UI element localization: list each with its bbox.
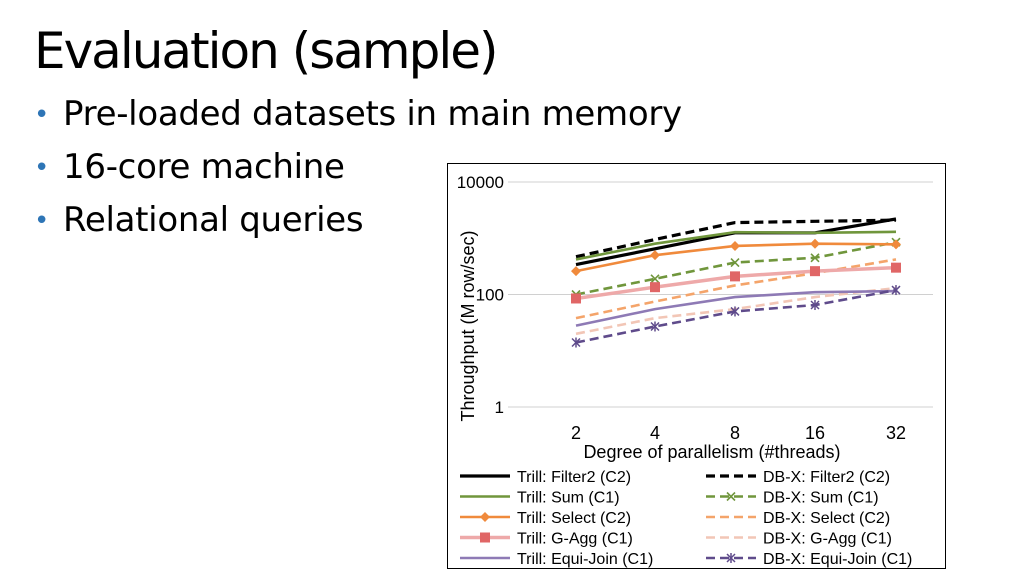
series-4 — [571, 238, 901, 277]
series-9 — [571, 285, 901, 348]
legend-label: Trill: Select (C2) — [517, 510, 631, 527]
marker-stroke — [730, 257, 740, 268]
data-point — [810, 300, 820, 311]
legend-entry: Trill: Sum (C1) — [460, 490, 620, 507]
legend-label: Trill: Equi-Join (C1) — [517, 551, 653, 568]
y-tick-label: 10000 — [457, 173, 504, 192]
bullet-text: Relational queries — [63, 200, 364, 240]
bullet-dot-icon: • — [34, 100, 50, 130]
legend-marker — [726, 491, 736, 502]
series-6 — [571, 262, 901, 304]
data-point — [891, 239, 901, 250]
series-line — [575, 230, 897, 261]
bullet-dot-icon: • — [34, 153, 50, 183]
tick-labels: 1 100 10000 2 4 8 16 32 — [457, 173, 906, 443]
series-0 — [575, 217, 897, 267]
y-axis-label: Throughput (M row/sec) — [458, 230, 478, 421]
data-point — [810, 253, 820, 263]
data-point — [730, 240, 740, 251]
legend-label: DB-X: Filter2 (C2) — [763, 469, 890, 486]
series-1 — [575, 218, 897, 259]
series-group — [571, 217, 901, 348]
data-point — [650, 274, 660, 284]
bullet-item: • Pre-loaded datasets in main memory — [34, 92, 682, 145]
data-point — [650, 282, 660, 293]
bullet-item: • Relational queries — [34, 198, 682, 251]
legend-label: DB-X: Select (C2) — [763, 510, 890, 527]
legend-marker — [480, 512, 490, 522]
legend-label: Trill: Sum (C1) — [517, 490, 620, 507]
bullet-item: • 16-core machine — [34, 145, 682, 198]
data-point — [571, 337, 581, 348]
data-point — [571, 293, 581, 304]
legend-label: Trill: Filter2 (C2) — [517, 469, 631, 486]
y-tick-label: 1 — [495, 398, 504, 417]
legend-entry: Trill: Filter2 (C2) — [460, 469, 631, 486]
series-line — [575, 218, 897, 259]
bullet-text: Pre-loaded datasets in main memory — [63, 94, 682, 134]
data-point — [650, 321, 660, 332]
bullet-text: 16-core machine — [63, 147, 345, 187]
legend-label: DB-X: G-Agg (C1) — [763, 531, 892, 548]
legend-label: Trill: G-Agg (C1) — [517, 531, 633, 548]
legend-entry: DB-X: Filter2 (C2) — [706, 469, 890, 486]
legend-entry: Trill: Select (C2) — [460, 510, 631, 527]
data-point — [891, 285, 901, 296]
legend-entry: Trill: G-Agg (C1) — [460, 531, 633, 548]
marker-stroke — [810, 253, 820, 263]
x-tick-label: 8 — [730, 423, 740, 443]
data-point — [810, 238, 820, 249]
legend-entry: DB-X: Sum (C1) — [706, 490, 879, 507]
series-line — [575, 217, 897, 267]
legend-entry: DB-X: G-Agg (C1) — [706, 531, 892, 548]
legend-marker — [480, 532, 490, 543]
data-point — [730, 306, 740, 317]
bullet-dot-icon: • — [34, 206, 50, 236]
data-point — [730, 257, 740, 268]
x-tick-label: 2 — [571, 423, 581, 443]
data-point — [891, 262, 901, 273]
x-axis-label: Degree of parallelism (#threads) — [583, 442, 840, 462]
legend-entry: DB-X: Equi-Join (C1) — [706, 551, 912, 568]
data-point — [650, 250, 660, 261]
legend-marker — [726, 553, 736, 563]
x-tick-label: 16 — [805, 423, 825, 443]
slide-title: Evaluation (sample) — [34, 22, 499, 80]
legend-entry: Trill: Equi-Join (C1) — [460, 551, 653, 568]
legend-label: DB-X: Equi-Join (C1) — [763, 551, 912, 568]
series-2 — [575, 230, 897, 261]
marker-stroke — [726, 491, 736, 502]
x-tick-label: 32 — [886, 423, 906, 443]
chart-frame: 1 100 10000 2 4 8 16 32 Trill: Filter2 (C2) DB-X… — [447, 163, 946, 569]
data-point — [730, 271, 740, 282]
series-line — [575, 289, 897, 327]
legend-label: DB-X: Sum (C1) — [763, 490, 879, 507]
legend-entry: DB-X: Select (C2) — [706, 510, 890, 527]
series-8 — [575, 289, 897, 327]
data-point — [571, 266, 581, 277]
data-point — [810, 266, 820, 277]
x-tick-label: 4 — [650, 423, 660, 443]
y-tick-label: 100 — [476, 286, 504, 305]
throughput-chart: 1 100 10000 2 4 8 16 32 Trill: Filter2 (C2) DB-X… — [457, 173, 933, 568]
bullet-list: • Pre-loaded datasets in main memory • 16-… — [34, 92, 682, 251]
legend: Trill: Filter2 (C2) DB-X: Filter2 (C2) Tri… — [460, 469, 912, 568]
marker-stroke — [650, 274, 660, 284]
